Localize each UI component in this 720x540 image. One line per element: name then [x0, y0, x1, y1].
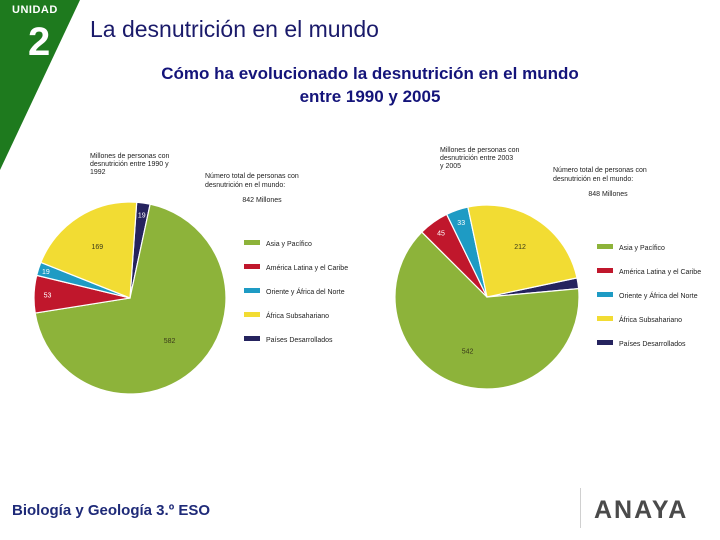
- pie2-legend-swatch-4: [597, 340, 613, 345]
- pie1-legend-swatch-4: [244, 336, 260, 341]
- pie1-legend-swatch-2: [244, 288, 260, 293]
- pie1-legend-swatch-3: [244, 312, 260, 317]
- pie2-caption: Millones de personas con desnutrición ent…: [440, 147, 519, 170]
- anaya-logo: ANAYA: [594, 496, 688, 520]
- pie2-value-label-0: 542: [462, 349, 474, 356]
- pie1-legend-label-2: Oriente y África del Norte: [266, 287, 345, 296]
- unit-badge: [0, 0, 80, 170]
- pie2-total-value: 848 Millones: [588, 191, 628, 198]
- pie2-total-text: Número total de personas con desnutrición…: [553, 167, 647, 183]
- pie2-legend-swatch-0: [597, 244, 613, 249]
- pie2-legend-label-2: Oriente y África del Norte: [619, 291, 698, 300]
- pie1-value-label-2: 19: [42, 269, 50, 276]
- pie1-legend-swatch-0: [244, 240, 260, 245]
- chart-subtitle: Cómo ha evolucionado la desnutrición en …: [110, 62, 630, 108]
- book-title: Biología y Geología 3.º ESO: [12, 502, 211, 519]
- pie2-slice-0: [394, 231, 580, 390]
- pie2-legend-swatch-1: [597, 268, 613, 273]
- subtitle-line-2: entre 1990 y 2005: [299, 87, 441, 106]
- pie1-value-label-1: 53: [44, 293, 52, 300]
- unit-label: UNIDAD: [12, 4, 58, 16]
- pie2-value-label-1: 45: [437, 231, 445, 238]
- pie1-legend-swatch-1: [244, 264, 260, 269]
- pie2-legend-label-3: África Subsahariano: [619, 315, 682, 324]
- logo-text: ANAYA: [594, 496, 688, 520]
- pie1-slice-3: [40, 201, 138, 299]
- pie1-total-text: Número total de personas con desnutrición…: [205, 173, 299, 189]
- footer-divider: [580, 488, 581, 528]
- pie1-legend-label-1: América Latina y el Caribe: [266, 265, 348, 272]
- pie2-value-label-3: 212: [514, 244, 526, 251]
- unit-number: 2: [28, 20, 51, 64]
- pie1-total-value: 842 Millones: [242, 197, 282, 204]
- pie1-legend-label-3: África Subsahariano: [266, 311, 329, 320]
- pie1-legend-label-0: Asia y Pacífico: [266, 241, 312, 248]
- page-title: La desnutrición en el mundo: [90, 16, 379, 42]
- pie2-value-label-2: 33: [457, 220, 465, 227]
- pie1-slice-0: [34, 203, 227, 395]
- subtitle-line-1: Cómo ha evolucionado la desnutrición en …: [161, 64, 579, 83]
- pie1-legend-label-4: Países Desarrollados: [266, 337, 333, 344]
- pie2-legend-label-0: Asia y Pacífico: [619, 245, 665, 252]
- pie1-value-label-3: 169: [91, 244, 103, 251]
- unit-badge-shape: [0, 0, 80, 170]
- pie2-legend-label-1: América Latina y el Caribe: [619, 269, 701, 276]
- pie2-legend-swatch-2: [597, 292, 613, 297]
- pie1-caption: Millones de personas con desnutrición ent…: [90, 153, 169, 176]
- pie2-value-label-4: 16: [592, 279, 600, 286]
- pie2-legend-label-4: Países Desarrollados: [619, 341, 686, 348]
- pie1-value-label-4: 19: [138, 212, 146, 219]
- pie1-value-label-0: 582: [164, 338, 176, 345]
- pie2-legend-swatch-3: [597, 316, 613, 321]
- pie2-slice-3: [467, 204, 578, 298]
